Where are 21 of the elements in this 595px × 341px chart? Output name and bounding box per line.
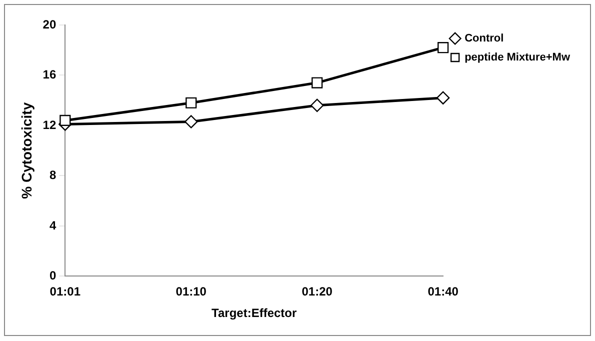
legend-label: peptide Mixture+Mw: [464, 52, 570, 64]
y-tick-label: 8: [49, 168, 56, 182]
point: [186, 97, 197, 108]
y-axis-title: % Cytotoxicity: [18, 102, 34, 199]
y-tick-label: 0: [49, 268, 56, 283]
x-tick-label: 01:01: [50, 284, 81, 299]
x-axis-title: Target:Effector: [212, 306, 297, 320]
y-tick-label: 16: [42, 68, 56, 82]
legend-label: Control: [464, 32, 504, 45]
point: [60, 114, 71, 126]
x-tick-label: 01:10: [176, 284, 207, 299]
point: [436, 91, 450, 104]
y-tick-label: 4: [49, 218, 56, 232]
point: [312, 77, 323, 88]
y-tick-label: 12: [42, 118, 56, 132]
x-tick-label: 01:20: [302, 284, 333, 299]
x-tick-label: 01:40: [428, 284, 459, 299]
point: [184, 115, 198, 128]
point: [310, 98, 324, 112]
y-tick-label: 20: [42, 17, 56, 32]
point: [438, 42, 449, 54]
